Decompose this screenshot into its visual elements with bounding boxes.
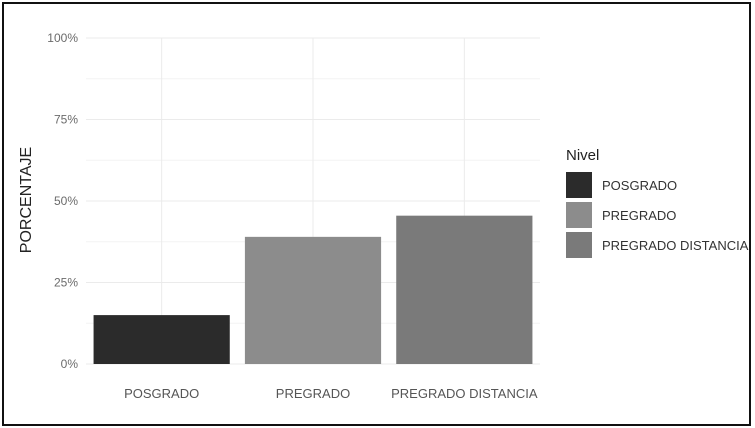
bar-pregrado <box>244 236 382 364</box>
legend: Nivel POSGRADO PREGRADO PREGRADO DISTANCIA <box>566 147 749 258</box>
y-tick-label: 75% <box>54 113 78 127</box>
bar-chart: 0% 25% 50% 75% 100% POSGRADO PREGRADO PREGRADO… <box>18 31 749 401</box>
x-axis-ticks: POSGRADO PREGRADO PREGRADO DISTANCIA <box>124 386 538 401</box>
y-tick-label: 50% <box>54 194 78 208</box>
x-tick-label: PREGRADO <box>276 386 350 401</box>
y-tick-label: 0% <box>61 357 79 371</box>
y-tick-label: 25% <box>54 276 78 290</box>
y-axis-label: PORCENTAJE <box>18 147 35 253</box>
y-tick-label: 100% <box>47 31 78 45</box>
bar-pregrado-distancia <box>396 215 533 364</box>
y-axis-ticks: 0% 25% 50% 75% 100% <box>47 31 78 371</box>
x-tick-label: POSGRADO <box>124 386 199 401</box>
legend-swatch <box>566 172 592 198</box>
legend-swatch <box>566 232 592 258</box>
legend-title: Nivel <box>566 147 599 164</box>
x-tick-label: PREGRADO DISTANCIA <box>391 386 538 401</box>
legend-entry-label: PREGRADO <box>602 208 676 223</box>
bar-posgrado <box>93 315 230 364</box>
legend-swatch <box>566 202 592 228</box>
legend-entry-label: POSGRADO <box>602 178 677 193</box>
bars <box>93 215 533 364</box>
legend-entry-label: PREGRADO DISTANCIA <box>602 238 749 253</box>
